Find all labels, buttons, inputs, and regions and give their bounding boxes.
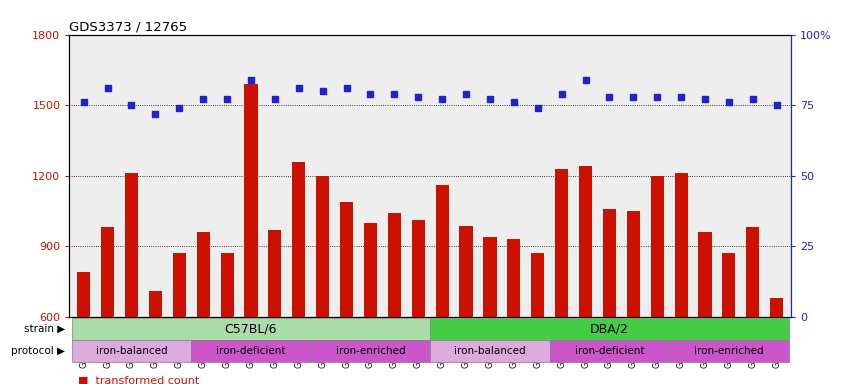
Point xyxy=(507,99,520,105)
Bar xyxy=(196,232,210,317)
Text: C57BL/6: C57BL/6 xyxy=(225,322,277,335)
Bar xyxy=(101,227,114,317)
Point xyxy=(244,77,258,83)
Bar xyxy=(508,239,520,317)
Point xyxy=(602,94,616,100)
Point xyxy=(627,94,640,100)
Point xyxy=(364,91,377,97)
Point xyxy=(149,111,162,117)
Bar xyxy=(292,162,305,317)
Bar xyxy=(674,173,688,317)
Bar xyxy=(483,237,497,317)
Bar xyxy=(221,253,233,317)
Bar xyxy=(603,209,616,317)
Point xyxy=(555,91,569,97)
Bar xyxy=(125,173,138,317)
Point xyxy=(579,77,592,83)
Point xyxy=(124,102,138,108)
Point xyxy=(531,105,545,111)
Bar xyxy=(387,214,401,317)
Bar xyxy=(364,223,377,317)
Point xyxy=(698,96,711,103)
Bar xyxy=(746,227,760,317)
Point xyxy=(196,96,210,103)
Point xyxy=(340,85,354,91)
Point xyxy=(722,99,736,105)
Bar xyxy=(699,232,711,317)
Point xyxy=(77,99,91,105)
Text: iron-enriched: iron-enriched xyxy=(336,346,405,356)
Point xyxy=(436,96,449,103)
Point xyxy=(651,94,664,100)
Point xyxy=(387,91,401,97)
Bar xyxy=(555,169,569,317)
Text: iron-balanced: iron-balanced xyxy=(454,346,525,356)
Text: strain ▶: strain ▶ xyxy=(24,324,65,334)
Text: iron-enriched: iron-enriched xyxy=(694,346,764,356)
Bar xyxy=(77,272,91,317)
Text: protocol ▶: protocol ▶ xyxy=(11,346,65,356)
Text: DBA/2: DBA/2 xyxy=(590,322,629,335)
Text: iron-deficient: iron-deficient xyxy=(574,346,644,356)
Point xyxy=(459,91,473,97)
Bar xyxy=(244,84,257,317)
Bar xyxy=(149,291,162,317)
Bar xyxy=(173,253,186,317)
Point xyxy=(483,96,497,103)
Bar xyxy=(316,176,329,317)
Point xyxy=(674,94,688,100)
Text: iron-deficient: iron-deficient xyxy=(217,346,286,356)
Point xyxy=(770,102,783,108)
Point xyxy=(220,96,233,103)
Text: ■  transformed count: ■ transformed count xyxy=(78,375,199,384)
Bar xyxy=(722,253,735,317)
Bar xyxy=(531,253,544,317)
Text: iron-balanced: iron-balanced xyxy=(96,346,168,356)
Bar xyxy=(412,220,425,317)
Bar xyxy=(770,298,783,317)
Bar xyxy=(436,185,448,317)
Point xyxy=(746,96,760,103)
Point xyxy=(268,96,282,103)
Bar xyxy=(340,202,353,317)
Text: GDS3373 / 12765: GDS3373 / 12765 xyxy=(69,20,188,33)
Point xyxy=(101,85,114,91)
Bar xyxy=(651,176,664,317)
Bar xyxy=(268,230,282,317)
Point xyxy=(173,105,186,111)
Bar xyxy=(579,166,592,317)
Point xyxy=(411,94,425,100)
Point xyxy=(316,88,329,94)
Point xyxy=(292,85,305,91)
Bar xyxy=(627,211,640,317)
Bar xyxy=(459,226,473,317)
